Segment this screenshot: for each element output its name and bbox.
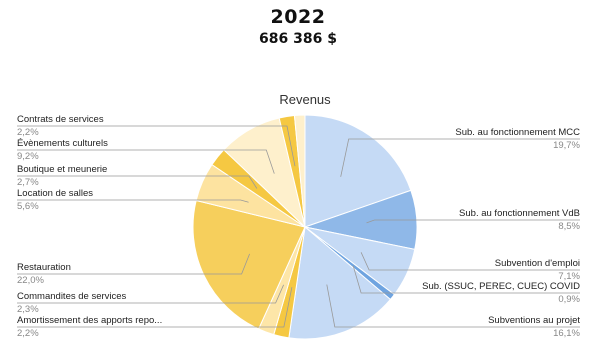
leader-line xyxy=(17,287,293,328)
leader-line xyxy=(352,265,580,294)
slice-label: Contrats de services xyxy=(17,114,104,125)
slice-label: Subvention d'emploi xyxy=(495,258,580,269)
slice-percent: 2,7% xyxy=(17,177,39,188)
slice-label: Amortissement des apports repo... xyxy=(17,315,162,326)
slice-label: Subventions au projet xyxy=(488,315,580,326)
slice-label: Location de salles xyxy=(17,188,93,199)
pie-slice xyxy=(293,114,306,228)
slice-percent: 2,2% xyxy=(17,127,39,138)
pie-slice xyxy=(192,199,306,330)
slice-percent: 19,7% xyxy=(553,140,580,151)
slice-percent: 2,3% xyxy=(17,304,39,315)
slice-label: Restauration xyxy=(17,262,71,273)
slice-label: Sub. au fonctionnement MCC xyxy=(455,127,580,138)
slice-label: Évènements culturels xyxy=(17,138,108,149)
slice-percent: 0,9% xyxy=(558,294,580,305)
leader-line xyxy=(17,284,284,304)
pie-slice xyxy=(288,226,392,340)
slice-label: Sub. (SSUC, PEREC, CUEC) COVID xyxy=(422,281,580,292)
slice-label: Sub. au fonctionnement VdB xyxy=(459,208,580,219)
leader-line xyxy=(17,199,249,203)
total-amount: 686 386 $ xyxy=(259,31,337,47)
leader-line xyxy=(17,175,258,189)
leader-line xyxy=(17,149,275,174)
slice-percent: 16,1% xyxy=(553,328,580,339)
leader-line xyxy=(366,219,580,224)
leader-line xyxy=(17,253,250,275)
slice-percent: 5,6% xyxy=(17,201,39,212)
slice-label: Boutique et meunerie xyxy=(17,164,107,175)
leader-line xyxy=(326,284,580,328)
slice-percent: 8,5% xyxy=(558,221,580,232)
chart-title: Revenus xyxy=(279,92,331,107)
leader-line xyxy=(360,252,580,271)
report-year: 2022 xyxy=(270,6,326,28)
leader-line xyxy=(17,125,296,167)
slice-percent: 7,1% xyxy=(558,271,580,282)
slice-label: Commandites de services xyxy=(17,291,127,302)
slice-percent: 2,2% xyxy=(17,328,39,339)
slice-percent: 9,2% xyxy=(17,151,39,162)
pie-slice xyxy=(304,114,412,228)
slice-percent: 22,0% xyxy=(17,275,44,286)
leader-line xyxy=(340,138,580,177)
